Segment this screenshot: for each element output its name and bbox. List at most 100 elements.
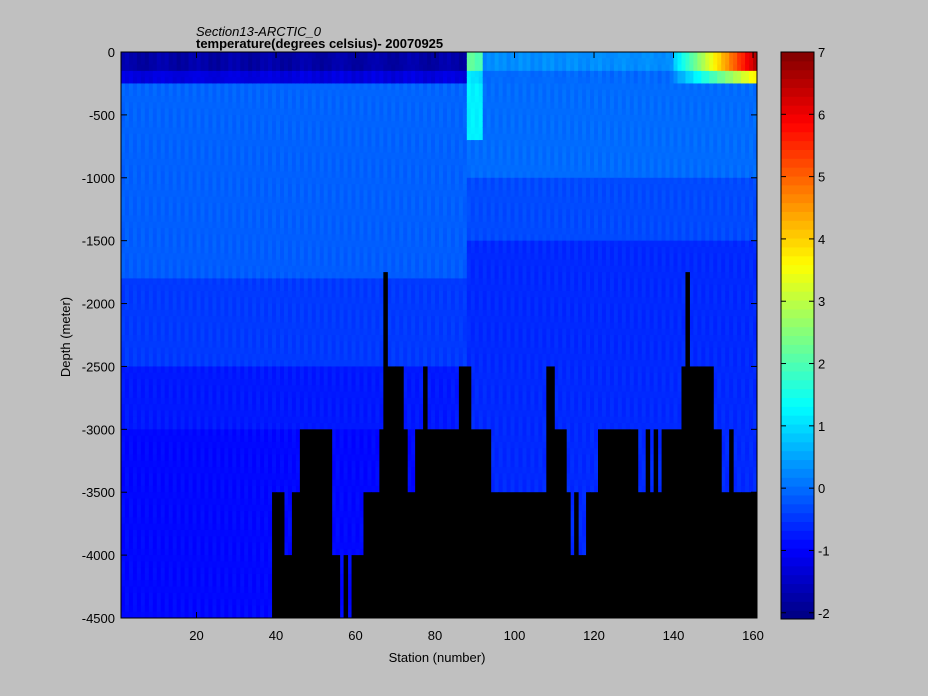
heat-cell [303, 121, 309, 128]
heat-cell [204, 96, 209, 103]
heat-cell [212, 379, 217, 386]
heat-cell [156, 140, 162, 147]
heat-cell [144, 297, 150, 305]
heat-cell [184, 492, 190, 500]
heat-cell [160, 592, 166, 600]
heat-cell [335, 536, 341, 544]
heat-cell [331, 52, 337, 59]
heat-cell [303, 272, 309, 279]
heat-cell [228, 259, 233, 267]
heat-cell [307, 372, 313, 380]
heat-cell [272, 485, 277, 493]
heat-cell [264, 542, 269, 550]
heat-cell [196, 454, 201, 462]
heat-cell [224, 385, 229, 393]
heat-cell [335, 52, 341, 59]
heat-cell [128, 460, 134, 468]
heat-cell [196, 246, 201, 254]
heat-cell [144, 567, 150, 575]
heat-cell [128, 517, 134, 525]
heat-cell [132, 165, 138, 172]
heat-cell [311, 385, 317, 393]
heat-cell [180, 592, 186, 600]
heat-cell [180, 366, 186, 374]
heat-cell [307, 265, 313, 273]
heat-cell [339, 127, 345, 135]
heat-cell [276, 209, 281, 217]
heat-cell [264, 385, 269, 393]
heat-cell [232, 259, 237, 267]
heat-cell [335, 184, 341, 191]
heat-cell [132, 121, 138, 128]
heat-cell [252, 523, 257, 531]
heat-cell [136, 592, 142, 600]
heat-cell [244, 234, 249, 242]
heat-cell [287, 303, 293, 311]
heat-cell [268, 366, 273, 374]
heat-cell [188, 473, 194, 481]
heat-cell [196, 133, 201, 141]
heat-cell [220, 347, 225, 355]
heat-cell [216, 467, 221, 474]
heat-cell [224, 467, 229, 474]
heat-cell [180, 492, 186, 500]
heat-cell [132, 504, 138, 512]
heat-cell [172, 209, 178, 217]
heat-cell [208, 253, 213, 261]
heat-cell [295, 485, 301, 493]
heat-cell [121, 146, 126, 154]
heat-cell [152, 416, 158, 424]
heat-cell [272, 171, 277, 179]
heat-cell [307, 309, 313, 317]
heat-cell [335, 309, 341, 317]
heat-cell [236, 64, 241, 72]
heat-cell [287, 536, 293, 544]
heat-cell [303, 202, 309, 210]
heat-cell [188, 83, 194, 91]
heat-cell [319, 121, 325, 128]
heat-cell [327, 290, 333, 298]
heat-cell [323, 190, 329, 198]
heat-cell [144, 441, 150, 449]
heat-cell [240, 77, 245, 84]
heat-cell [323, 303, 329, 311]
heat-cell [299, 297, 305, 305]
heat-cell [172, 196, 178, 204]
heat-cell [188, 341, 194, 349]
heat-cell [132, 146, 138, 154]
heat-cell [331, 96, 337, 103]
heat-cell [208, 64, 213, 72]
heat-cell [124, 454, 130, 462]
heat-cell [124, 309, 130, 317]
heat-cell [136, 448, 142, 455]
heat-cell [264, 335, 269, 342]
heat-cell [121, 592, 126, 600]
heat-cell [220, 133, 225, 141]
heat-cell [192, 328, 198, 336]
heat-cell [248, 423, 253, 430]
heat-cell [248, 70, 253, 78]
heat-cell [121, 498, 126, 506]
heat-cell [272, 221, 277, 229]
heat-cell [168, 303, 174, 311]
heat-cell [121, 77, 126, 84]
heat-cell [172, 140, 178, 147]
heat-cell [252, 146, 257, 154]
heat-cell [232, 429, 237, 437]
heat-cell [335, 435, 341, 443]
heat-cell [327, 309, 333, 317]
heat-cell [276, 467, 281, 474]
heat-cell [140, 158, 146, 166]
heat-cell [244, 517, 249, 525]
heat-cell [283, 221, 289, 229]
heat-cell [303, 165, 309, 172]
heat-cell [160, 460, 166, 468]
heat-cell [208, 202, 213, 210]
heat-cell [299, 190, 305, 198]
heat-cell [216, 397, 221, 405]
heat-cell [323, 341, 329, 349]
heat-cell [200, 504, 205, 512]
heat-cell [196, 83, 201, 91]
heat-cell [208, 448, 213, 455]
heat-cell [252, 423, 257, 430]
